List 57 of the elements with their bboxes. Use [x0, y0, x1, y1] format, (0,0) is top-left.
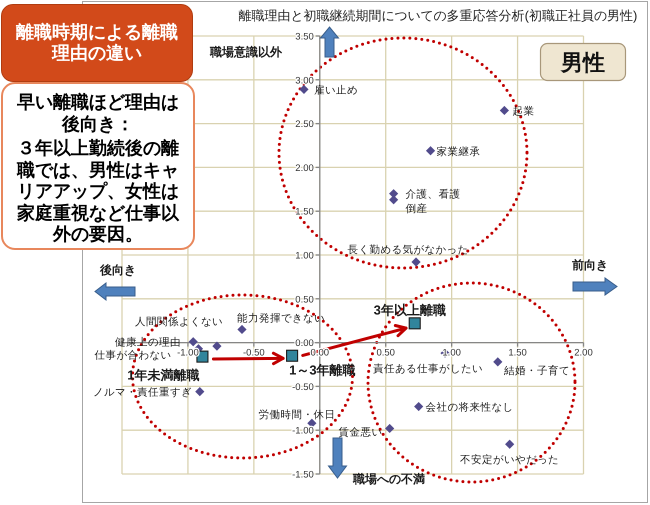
- annotation: 1年未満離職: [127, 368, 200, 383]
- y-tick-label: 1.50: [295, 206, 314, 218]
- annotation: 健康上の理由: [115, 336, 182, 349]
- annotation: 不安定がいやだった: [460, 453, 560, 466]
- annotation: 結婚・子育て: [502, 364, 570, 377]
- annotation: ノルマ・責任重すぎ: [92, 386, 192, 399]
- point: [426, 146, 436, 156]
- x-tick-label: -0.50: [243, 348, 265, 359]
- x-tick-label: 0.50: [376, 348, 395, 359]
- annotation: 能力発揮できない: [236, 311, 325, 324]
- annotation: 長く勤める気がなかった: [348, 243, 469, 256]
- y-tick-label: 2.00: [295, 162, 314, 174]
- y-tick-label: 3.50: [295, 32, 314, 42]
- y-tick-label: 3.00: [295, 75, 314, 86]
- annotation: 職場への不満: [352, 472, 425, 486]
- annotation: 3年以上離職: [374, 302, 446, 318]
- annotation: 離職時期による離職理由の違い: [15, 22, 179, 64]
- chart-title: 離職理由と初職継続期間についての多重応答分析(初職正社員の男性): [238, 8, 638, 23]
- annotation: 男性: [560, 50, 605, 75]
- x-tick-label: 1.50: [508, 348, 527, 359]
- point: [188, 337, 198, 346]
- annotation: 介護、看護: [406, 188, 461, 201]
- y-tick-label: 2.50: [295, 119, 314, 130]
- annotation: 後向き: [99, 263, 136, 277]
- point: [505, 440, 514, 449]
- annotation: 賃金悪い: [338, 426, 383, 438]
- point: [299, 84, 309, 94]
- point: [286, 350, 298, 362]
- point: [408, 317, 421, 330]
- annotation: 前向き: [571, 258, 608, 272]
- annotation: 家業継承: [436, 144, 481, 158]
- x-tick-label: 2.00: [574, 348, 593, 359]
- annotation: 仕事が合わない: [94, 348, 172, 362]
- y-tick-label: 1.00: [295, 250, 314, 262]
- point: [385, 424, 394, 434]
- annotation: 倒産: [406, 202, 428, 215]
- point: [493, 357, 502, 366]
- annotation: 人間関係よくない: [134, 316, 223, 328]
- annotation: 起業: [512, 105, 534, 118]
- y-tick-label: -0.50: [292, 382, 314, 393]
- annotation: 雇い止め: [314, 83, 358, 96]
- annotation: 1～3年離職: [289, 362, 356, 378]
- point: [237, 324, 247, 334]
- y-tick-label: -1.50: [292, 470, 314, 480]
- point: [195, 387, 204, 396]
- annotation: 労働時間・休日: [258, 408, 336, 422]
- point: [500, 106, 509, 116]
- point: [411, 257, 421, 267]
- y-tick-label: -1.00: [292, 426, 314, 437]
- point: [414, 402, 424, 412]
- point: [212, 342, 222, 351]
- annotation: ３年以上勤続後の離職では、男性はキャリアアップ、女性は家庭重視など仕事以外の要因。: [16, 138, 180, 246]
- annotation: 早い離職ほど理由は後向き：: [16, 92, 180, 135]
- y-tick-label: 0.50: [295, 294, 314, 306]
- annotation: 会社の将来性なし: [426, 400, 514, 414]
- annotation: 責任ある仕事がしたい: [373, 362, 484, 376]
- annotation: 職場意識以外: [209, 45, 283, 59]
